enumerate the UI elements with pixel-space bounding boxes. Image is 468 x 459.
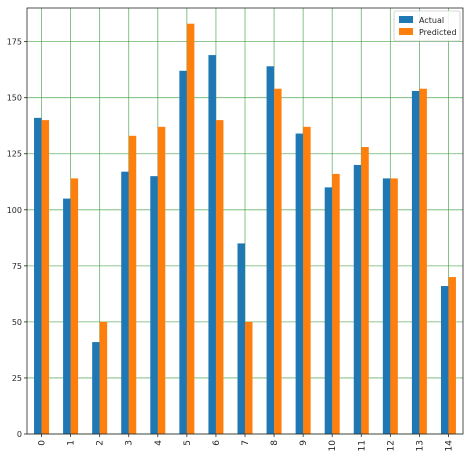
bar-actual-5 bbox=[179, 70, 187, 435]
x-tick-label: 10 bbox=[328, 440, 338, 452]
bar-predicted-0 bbox=[41, 120, 50, 435]
x-tick-label: 7 bbox=[241, 440, 251, 446]
bar-predicted-11 bbox=[361, 147, 369, 434]
bar-predicted-14 bbox=[448, 277, 456, 434]
legend: Actual Predicted bbox=[393, 10, 461, 42]
y-tick-label: 175 bbox=[7, 38, 22, 47]
legend-label-predicted: Predicted bbox=[419, 28, 457, 37]
bar-actual-0 bbox=[34, 117, 42, 434]
bar-predicted-7 bbox=[245, 321, 253, 434]
x-tick-label: 13 bbox=[415, 440, 425, 451]
bar-actual-13 bbox=[411, 90, 420, 435]
bar-actual-10 bbox=[324, 187, 333, 434]
y-tick-label: 25 bbox=[12, 374, 22, 383]
x-tick-label: 2 bbox=[96, 440, 106, 446]
plot-frame bbox=[26, 7, 464, 435]
x-tick-label: 8 bbox=[270, 440, 280, 446]
bar-actual-1 bbox=[63, 198, 71, 434]
bar-actual-7 bbox=[237, 243, 245, 434]
bar-predicted-4 bbox=[157, 126, 166, 435]
bar-actual-9 bbox=[295, 133, 304, 434]
x-tick-label: 0 bbox=[38, 440, 48, 446]
bar-predicted-6 bbox=[215, 120, 224, 435]
bar-actual-12 bbox=[382, 178, 391, 434]
bar-predicted-2 bbox=[99, 321, 108, 434]
y-tick-label: 50 bbox=[12, 318, 22, 327]
bar-predicted-8 bbox=[274, 88, 282, 434]
bar-predicted-1 bbox=[70, 178, 79, 434]
y-tick-label: 100 bbox=[7, 206, 22, 215]
x-tick-label: 4 bbox=[154, 440, 164, 446]
bar-actual-14 bbox=[440, 286, 449, 434]
y-tick-label: 125 bbox=[7, 150, 22, 159]
x-tick-label: 9 bbox=[299, 440, 309, 446]
bar-predicted-13 bbox=[419, 88, 427, 434]
x-tick-label: 5 bbox=[183, 440, 193, 446]
x-tick-label: 3 bbox=[125, 440, 135, 446]
legend-swatch-actual bbox=[399, 16, 413, 23]
bar-predicted-3 bbox=[128, 135, 137, 435]
bar-actual-8 bbox=[266, 66, 275, 434]
bar-actual-11 bbox=[353, 164, 362, 434]
bar-actual-4 bbox=[150, 176, 158, 434]
legend-swatch-predicted bbox=[399, 28, 413, 35]
bar-actual-3 bbox=[121, 171, 129, 434]
bar-actual-2 bbox=[92, 342, 100, 434]
bar-predicted-5 bbox=[186, 23, 195, 435]
bar-predicted-9 bbox=[303, 126, 311, 435]
bar-predicted-12 bbox=[390, 178, 398, 434]
y-tick-label: 75 bbox=[12, 262, 22, 271]
x-tick-label: 6 bbox=[212, 440, 222, 446]
x-tick-label: 1 bbox=[67, 440, 77, 446]
x-tick-label: 11 bbox=[357, 440, 367, 451]
y-tick-label: 0 bbox=[17, 430, 22, 439]
y-tick-label: 150 bbox=[7, 94, 22, 103]
x-tick-label: 14 bbox=[444, 440, 454, 452]
x-tick-label: 12 bbox=[386, 440, 396, 451]
bar-actual-6 bbox=[208, 55, 216, 435]
legend-label-actual: Actual bbox=[419, 16, 444, 25]
bars bbox=[34, 23, 456, 435]
bar-predicted-10 bbox=[332, 173, 340, 435]
